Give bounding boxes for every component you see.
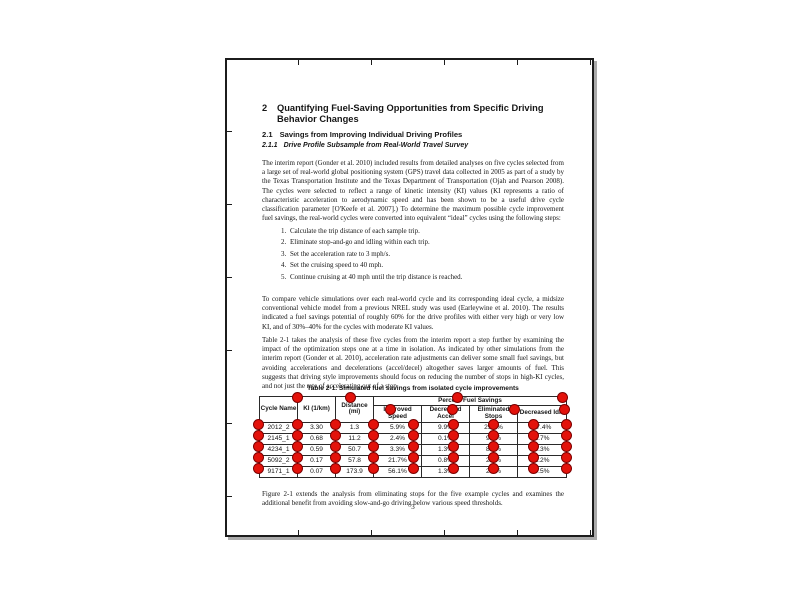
axis-ticks-left <box>227 131 232 502</box>
table-cell: 2012_2 <box>259 421 298 434</box>
table-cell: 5092_2 <box>259 454 298 467</box>
axis-ticks-bottom <box>298 530 594 535</box>
intro-paragraph: The interim report (Gonder et al. 2010) … <box>262 159 564 223</box>
table-cell: 8.5% <box>469 443 518 456</box>
column-header-ki: KI (1/km) <box>297 396 336 423</box>
axis-ticks-top <box>298 60 594 65</box>
table-cell: 3.3% <box>373 443 422 456</box>
subsection-number: 2.1 <box>262 130 273 139</box>
table-cell: 50.7 <box>335 443 374 456</box>
table-cell: 0.59 <box>297 443 336 456</box>
table-cell: 5.9% <box>373 421 422 434</box>
list-item: Eliminate stop-and-go and idling within … <box>288 238 590 247</box>
list-item: Set the acceleration rate to 3 mph/s. <box>288 250 590 259</box>
subsection-title: Savings from Improving Individual Drivin… <box>279 130 463 139</box>
table-cell: 1.3 <box>335 421 374 434</box>
list-item: Set the cruising speed to 40 mph. <box>288 261 590 270</box>
table-cell: 0.68 <box>297 432 336 445</box>
subsubsection-number: 2.1.1 <box>262 142 278 149</box>
table-cell: 9.5% <box>469 432 518 445</box>
table-cell: 1.2% <box>516 454 568 467</box>
document-page: 2 Quantifying Fuel-Saving Opportunities … <box>225 58 594 537</box>
column-header-distance: Distance (mi) <box>335 396 374 423</box>
table-cell: 0.17 <box>297 454 336 467</box>
table-cell: 0.1% <box>421 432 470 445</box>
table-cell: 0.8% <box>421 454 470 467</box>
figure-paragraph: Figure 2-1 extends the analysis from eli… <box>262 490 564 508</box>
column-header-eliminated-stops: Eliminated Stops <box>469 405 518 423</box>
table-cell: 1.3% <box>421 465 470 478</box>
table-cell: 3.30 <box>297 421 336 434</box>
table-cell: 11.2 <box>335 432 374 445</box>
table-row: 5092_2 0.17 57.8 21.7% 0.8% 2.7% 1.2% <box>259 454 568 467</box>
table-cell: 4234_1 <box>259 443 298 456</box>
table-cell: 57.8 <box>335 454 374 467</box>
table-cell: 2.1% <box>469 465 518 478</box>
section-number: 2 <box>262 103 268 113</box>
section-title: Quantifying Fuel-Saving Opportunities fr… <box>277 103 544 124</box>
table-cell: 0.07 <box>297 465 336 478</box>
table-cell: 29.2% <box>469 421 518 434</box>
table-cell: 1.3% <box>421 443 470 456</box>
table-cell: 9171_1 <box>259 465 298 478</box>
fuel-savings-table: Cycle Name KI (1/km) Distance (mi) Perce… <box>259 396 568 478</box>
list-item: Calculate the trip distance of each samp… <box>288 227 590 236</box>
comparison-paragraph: To compare vehicle simulations over each… <box>262 295 564 331</box>
table-intro-paragraph: Table 2-1 takes the analysis of these fi… <box>262 336 564 391</box>
table-cell: 2.4% <box>373 432 422 445</box>
column-group-header: Percent Fuel Savings <box>372 396 568 406</box>
table-cell: 17.4% <box>516 421 568 434</box>
table-cell: 9.9% <box>421 421 470 434</box>
column-header-decreased-idle: Decreased Idle <box>516 405 568 423</box>
table-row: 2145_1 0.68 11.2 2.4% 0.1% 9.5% 2.7% <box>259 432 568 445</box>
table-row: 9171_1 0.07 173.9 56.1% 1.3% 2.1% 0.5% <box>259 465 568 478</box>
table-body: 2012_2 3.30 1.3 5.9% 9.9% 29.2% 17.4% 2145_1 0.6… <box>259 421 568 478</box>
subsubsection-title: Drive Profile Subsample from Real-World … <box>283 142 469 149</box>
table-header: Cycle Name KI (1/km) Distance (mi) Perce… <box>259 396 568 423</box>
table-row: 2012_2 3.30 1.3 5.9% 9.9% 29.2% 17.4% <box>259 421 568 434</box>
table-caption: Table 2-1. Simulated fuel savings from i… <box>307 385 519 392</box>
table-cell: 2.7% <box>516 432 568 445</box>
table-cell: 21.7% <box>373 454 422 467</box>
list-item: Continue cruising at 40 mph until the tr… <box>288 273 590 282</box>
table-cell: 0.5% <box>516 465 568 478</box>
section-heading: 2 Quantifying Fuel-Saving Opportunities … <box>262 103 564 125</box>
table-cell: 2145_1 <box>259 432 298 445</box>
table-cell: 56.1% <box>373 465 422 478</box>
table-row: 4234_1 0.59 50.7 3.3% 1.3% 8.5% 3.3% <box>259 443 568 456</box>
ideal-cycle-steps-list: Calculate the trip distance of each samp… <box>262 227 590 284</box>
page-number: 3 <box>411 503 415 511</box>
table-cell: 173.9 <box>335 465 374 478</box>
subsubsection-heading: 2.1.1 Drive Profile Subsample from Real-… <box>262 141 564 150</box>
column-header-cycle-name: Cycle Name <box>259 396 298 423</box>
table-cell: 2.7% <box>469 454 518 467</box>
column-header-decreased-accel: Decreased Accel <box>421 405 470 423</box>
subsection-heading: 2.1 Savings from Improving Individual Dr… <box>262 130 564 139</box>
column-header-improved-speed: Improved Speed <box>373 405 422 423</box>
table-cell: 3.3% <box>516 443 568 456</box>
